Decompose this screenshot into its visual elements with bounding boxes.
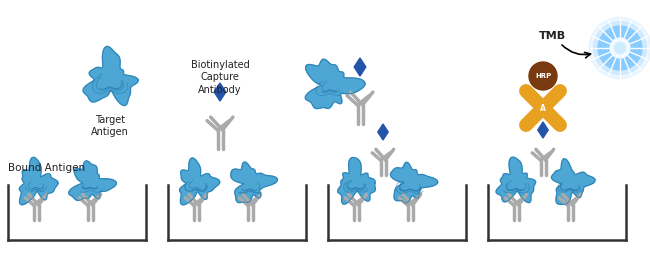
Polygon shape (179, 158, 220, 205)
Polygon shape (538, 122, 548, 138)
Polygon shape (496, 157, 536, 203)
Circle shape (593, 22, 646, 74)
Circle shape (614, 42, 625, 54)
Text: A: A (540, 103, 546, 113)
Polygon shape (354, 58, 366, 76)
Circle shape (589, 17, 650, 79)
Text: Bound Antigen: Bound Antigen (8, 163, 85, 173)
Polygon shape (83, 47, 138, 106)
Polygon shape (551, 159, 595, 204)
Text: Target
Antigen: Target Antigen (91, 115, 129, 137)
Circle shape (598, 26, 642, 70)
Polygon shape (391, 162, 437, 203)
Circle shape (610, 38, 630, 58)
Polygon shape (20, 157, 58, 205)
Polygon shape (378, 124, 388, 140)
Polygon shape (231, 162, 278, 203)
Polygon shape (69, 161, 116, 200)
Text: Biotinylated
Capture
Antibody: Biotinylated Capture Antibody (190, 60, 250, 95)
Polygon shape (338, 158, 376, 204)
Polygon shape (306, 59, 365, 109)
Text: TMB: TMB (538, 31, 566, 41)
Polygon shape (214, 83, 226, 101)
Circle shape (529, 62, 557, 90)
Text: HRP: HRP (535, 73, 551, 79)
